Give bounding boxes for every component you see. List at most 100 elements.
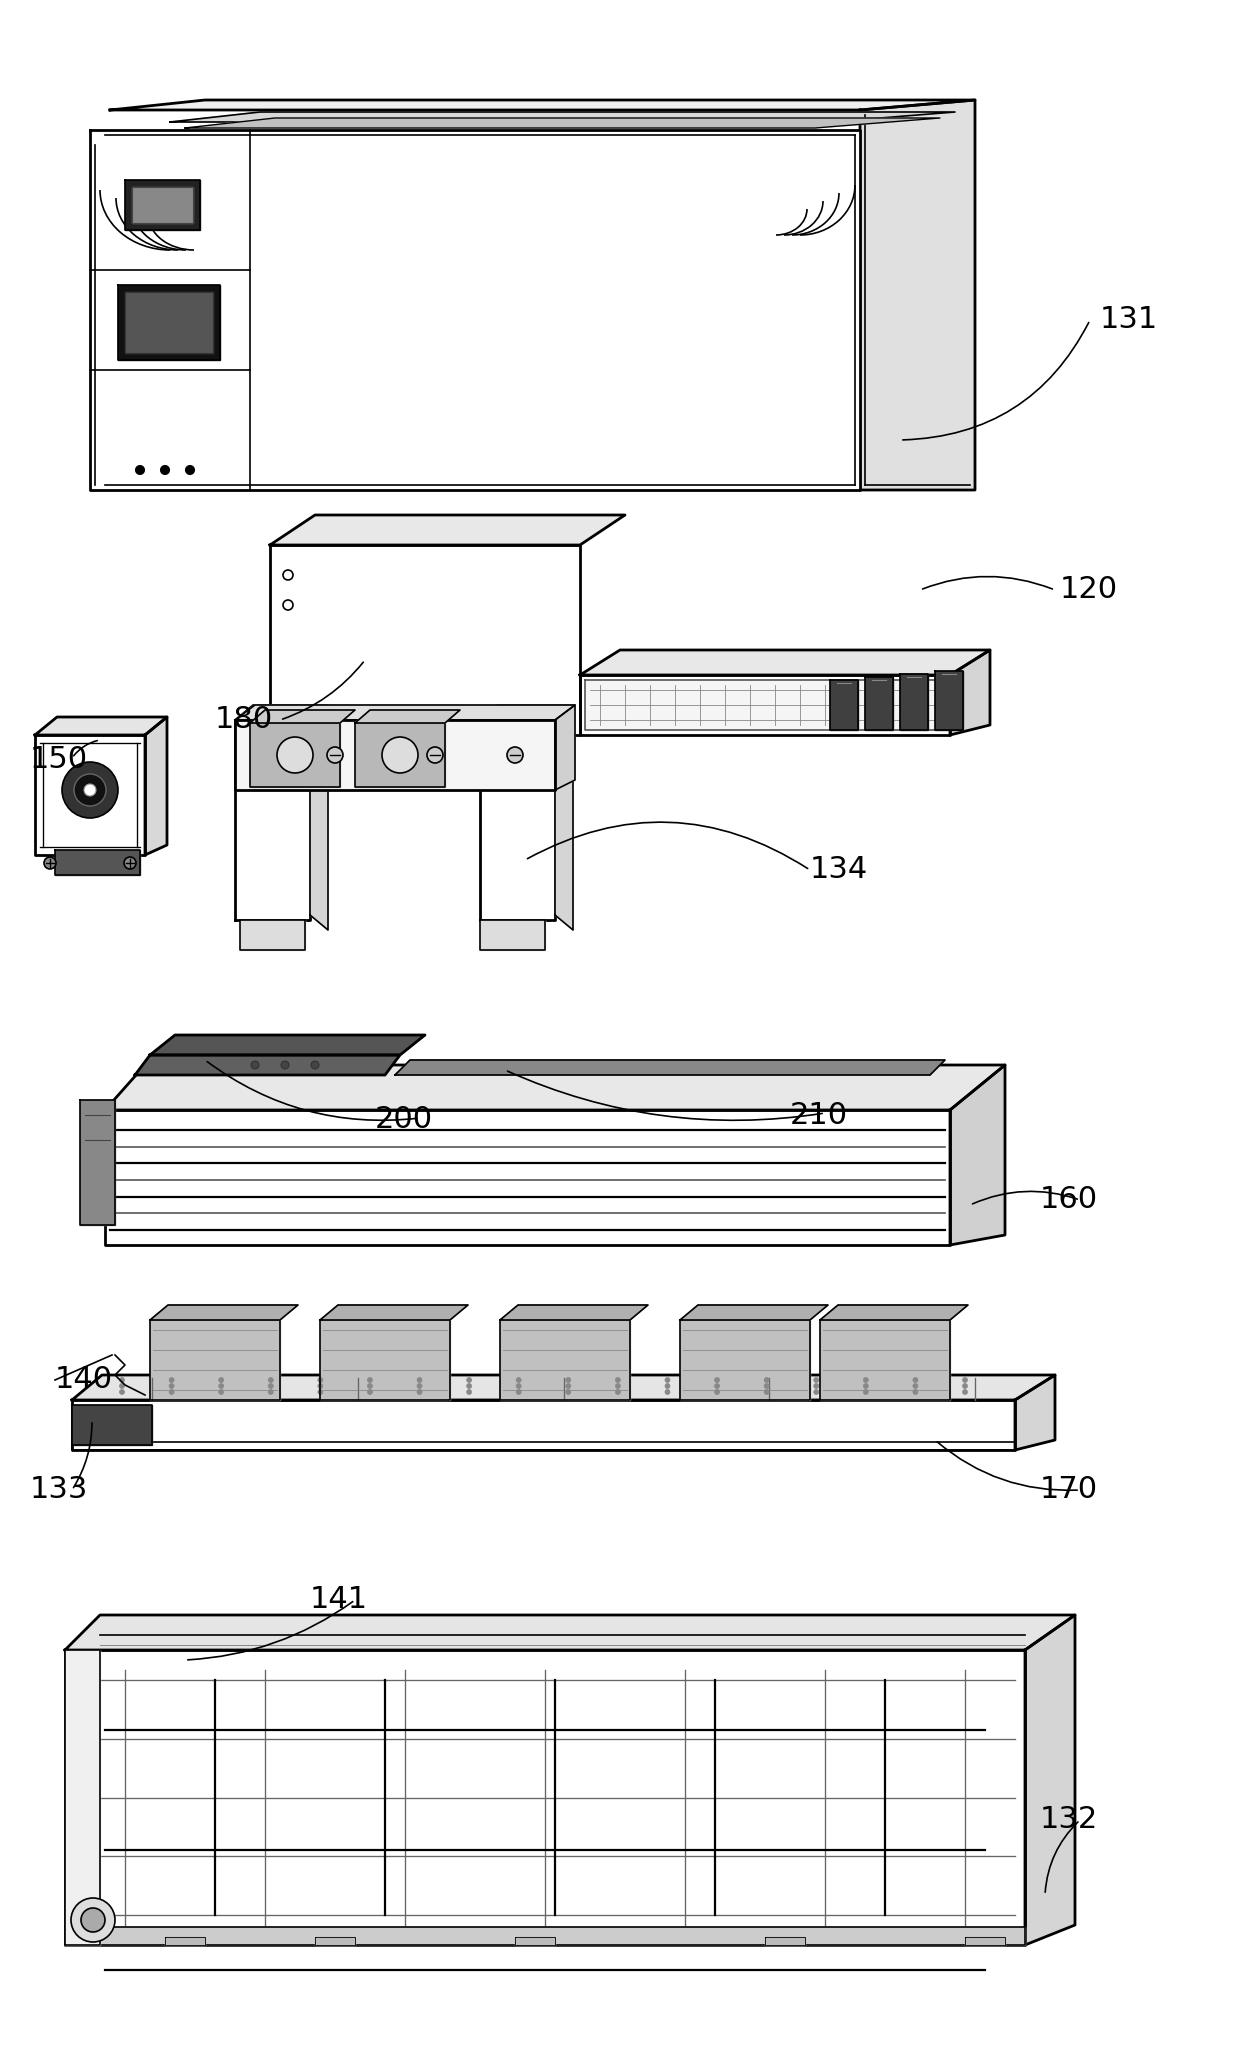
Circle shape <box>74 774 105 807</box>
Circle shape <box>124 856 136 869</box>
Circle shape <box>844 699 856 710</box>
Circle shape <box>507 747 523 763</box>
Circle shape <box>62 761 118 819</box>
Polygon shape <box>270 545 580 734</box>
Polygon shape <box>556 706 573 930</box>
Polygon shape <box>830 681 858 730</box>
Polygon shape <box>500 1320 630 1401</box>
Circle shape <box>764 1378 769 1382</box>
Polygon shape <box>125 179 200 229</box>
Circle shape <box>565 1390 570 1395</box>
Circle shape <box>565 1378 570 1382</box>
Polygon shape <box>866 677 893 730</box>
Circle shape <box>466 1390 471 1395</box>
Polygon shape <box>250 722 340 786</box>
Circle shape <box>327 747 343 763</box>
Circle shape <box>71 1898 115 1941</box>
Text: 141: 141 <box>310 1586 368 1615</box>
Circle shape <box>250 1060 259 1069</box>
Circle shape <box>813 1390 818 1395</box>
Circle shape <box>169 1378 174 1382</box>
Circle shape <box>119 1384 124 1388</box>
Polygon shape <box>1025 1615 1075 1945</box>
Text: 120: 120 <box>1060 576 1118 604</box>
Circle shape <box>863 1384 868 1388</box>
Polygon shape <box>480 706 573 720</box>
Circle shape <box>317 1378 322 1382</box>
Text: 160: 160 <box>1040 1186 1099 1215</box>
Polygon shape <box>236 706 575 720</box>
Polygon shape <box>500 1306 649 1320</box>
Text: 200: 200 <box>374 1106 433 1135</box>
Polygon shape <box>900 675 928 730</box>
Polygon shape <box>580 650 990 675</box>
Polygon shape <box>150 1306 298 1320</box>
Polygon shape <box>310 706 329 930</box>
Circle shape <box>615 1384 620 1388</box>
Text: 131: 131 <box>1100 305 1158 334</box>
Circle shape <box>913 1378 918 1382</box>
Polygon shape <box>131 188 193 223</box>
Text: 180: 180 <box>215 706 273 734</box>
Circle shape <box>665 1384 670 1388</box>
Circle shape <box>169 1390 174 1395</box>
Polygon shape <box>72 1401 1016 1450</box>
Circle shape <box>136 466 144 474</box>
Polygon shape <box>320 1306 467 1320</box>
Polygon shape <box>110 99 975 109</box>
Polygon shape <box>105 1065 1004 1110</box>
Polygon shape <box>480 920 546 949</box>
Circle shape <box>466 1384 471 1388</box>
Polygon shape <box>81 1100 115 1225</box>
Text: 170: 170 <box>1040 1475 1099 1504</box>
Circle shape <box>863 1378 868 1382</box>
Circle shape <box>218 1378 223 1382</box>
Circle shape <box>311 1060 319 1069</box>
Circle shape <box>268 1384 273 1388</box>
Circle shape <box>516 1390 521 1395</box>
Circle shape <box>427 747 443 763</box>
Polygon shape <box>950 1065 1004 1244</box>
Polygon shape <box>355 722 445 786</box>
Polygon shape <box>580 675 950 734</box>
Polygon shape <box>64 1615 1075 1650</box>
Polygon shape <box>315 1937 355 1945</box>
Polygon shape <box>64 1650 100 1945</box>
Circle shape <box>218 1390 223 1395</box>
Polygon shape <box>270 516 625 545</box>
Circle shape <box>516 1378 521 1382</box>
Polygon shape <box>55 850 140 875</box>
Circle shape <box>863 1390 868 1395</box>
Text: 132: 132 <box>1040 1805 1099 1834</box>
Polygon shape <box>820 1320 950 1401</box>
Text: 140: 140 <box>55 1366 113 1395</box>
Circle shape <box>186 466 193 474</box>
Circle shape <box>764 1390 769 1395</box>
Polygon shape <box>861 99 975 491</box>
Polygon shape <box>150 1320 280 1401</box>
Polygon shape <box>236 706 329 720</box>
Polygon shape <box>118 285 219 361</box>
Polygon shape <box>91 130 861 491</box>
Text: 210: 210 <box>790 1100 848 1131</box>
Polygon shape <box>165 1937 205 1945</box>
Polygon shape <box>145 718 167 854</box>
Polygon shape <box>64 1650 1025 1945</box>
Circle shape <box>119 1378 124 1382</box>
Text: 134: 134 <box>810 856 868 885</box>
Circle shape <box>913 1384 918 1388</box>
Polygon shape <box>241 920 305 949</box>
Circle shape <box>277 736 312 774</box>
Text: 133: 133 <box>30 1475 88 1504</box>
Circle shape <box>81 1908 105 1933</box>
Polygon shape <box>1016 1376 1055 1450</box>
Circle shape <box>84 784 95 796</box>
Text: 150: 150 <box>30 745 88 774</box>
Polygon shape <box>935 670 963 730</box>
Circle shape <box>913 1390 918 1395</box>
Polygon shape <box>585 681 945 730</box>
Polygon shape <box>72 1442 1016 1450</box>
Polygon shape <box>320 1320 450 1401</box>
Circle shape <box>665 1378 670 1382</box>
Circle shape <box>367 1378 372 1382</box>
